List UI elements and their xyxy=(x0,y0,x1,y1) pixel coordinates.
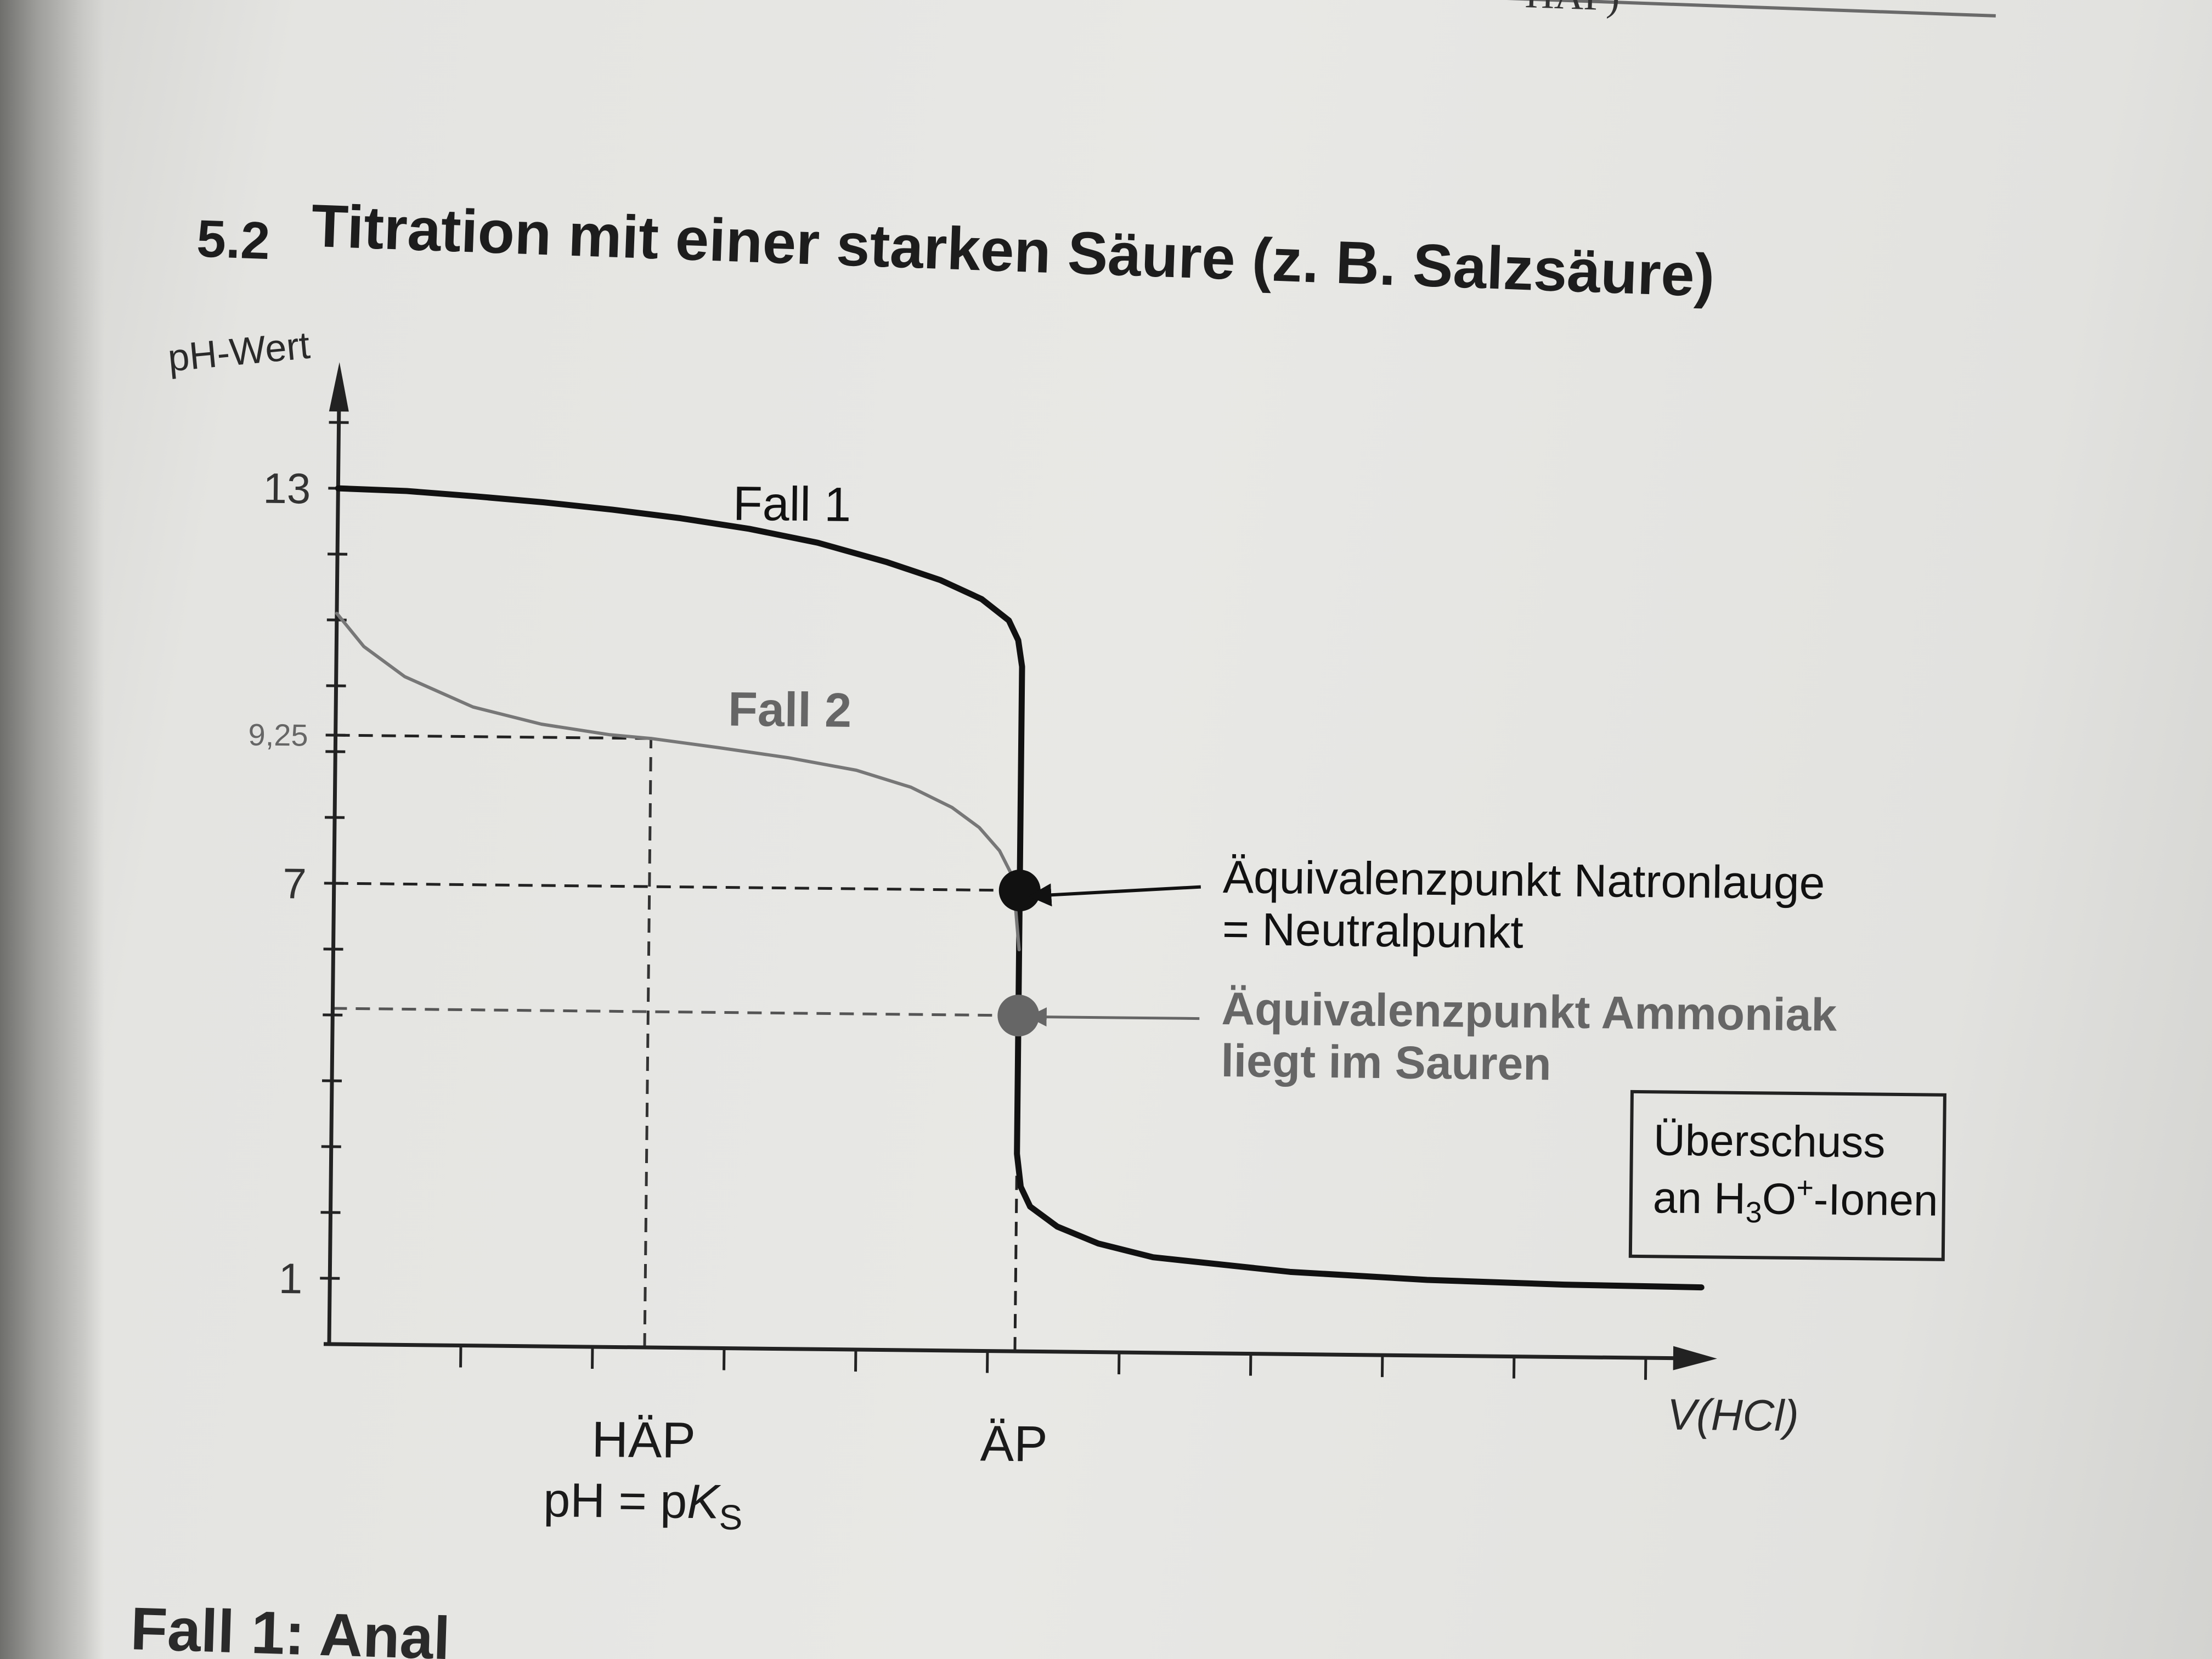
x-axis-label: V(HCl) xyxy=(1667,1390,1799,1441)
fall1-label: Fall 1 xyxy=(733,476,851,532)
x-axis-arrowhead xyxy=(1673,1346,1717,1370)
x-label: HÄP xyxy=(591,1412,696,1469)
bottom-text-fragment: Fall 1: Anal xyxy=(129,1594,452,1659)
excess-box-line1: Überschuss xyxy=(1654,1115,1886,1166)
equivalence-point-1 xyxy=(998,870,1041,912)
y-axis-arrowhead xyxy=(329,362,349,412)
series-line-2 xyxy=(335,612,1021,952)
label-layer: pH-Wert V(HCl) Fall 1 Fall 2 Äquivalenzp… xyxy=(166,324,1946,1441)
x-sublabel: pH = pKS xyxy=(543,1472,743,1537)
y-tick-label: 13 xyxy=(263,464,311,513)
series-layer xyxy=(335,485,1705,1291)
nh3-arrow xyxy=(1027,1007,1200,1027)
nh3-annotation-line2: liegt im Sauren xyxy=(1221,1035,1551,1090)
axes xyxy=(323,362,1717,1370)
y-axis-label: pH-Wert xyxy=(166,324,312,380)
y-tick-label: 1 xyxy=(278,1254,302,1302)
x-label: ÄP xyxy=(980,1415,1048,1472)
series-line-1 xyxy=(335,485,1705,1291)
y-axis xyxy=(327,384,341,1345)
haep-vertical-line xyxy=(643,738,653,1348)
y-tick-label: 9,25 xyxy=(248,717,308,752)
naoh-arrow xyxy=(1028,883,1201,907)
fall2-label: Fall 2 xyxy=(728,682,852,737)
reference-line-h xyxy=(334,882,1020,892)
excess-box xyxy=(1628,1090,1946,1261)
aep-vertical-line xyxy=(1013,1167,1018,1352)
nh3-annotation-line1: Äquivalenzpunkt Ammoniak xyxy=(1221,983,1837,1041)
naoh-annotation-line2: = Neutralpunkt xyxy=(1222,903,1524,958)
reference-line-h xyxy=(335,733,651,740)
x-axis xyxy=(323,1342,1701,1361)
book-spine-shadow xyxy=(0,0,104,1659)
y-ticks: 13 9,25 7 1 xyxy=(248,421,349,1302)
naoh-annotation-line1: Äquivalenzpunkt Natronlauge xyxy=(1223,851,1825,909)
reference-line-h xyxy=(332,1007,1019,1017)
y-tick-label: 7 xyxy=(283,859,307,907)
reference-lines xyxy=(332,733,1020,1352)
excess-box-line2: an H3O+-Ionen xyxy=(1652,1170,1938,1231)
